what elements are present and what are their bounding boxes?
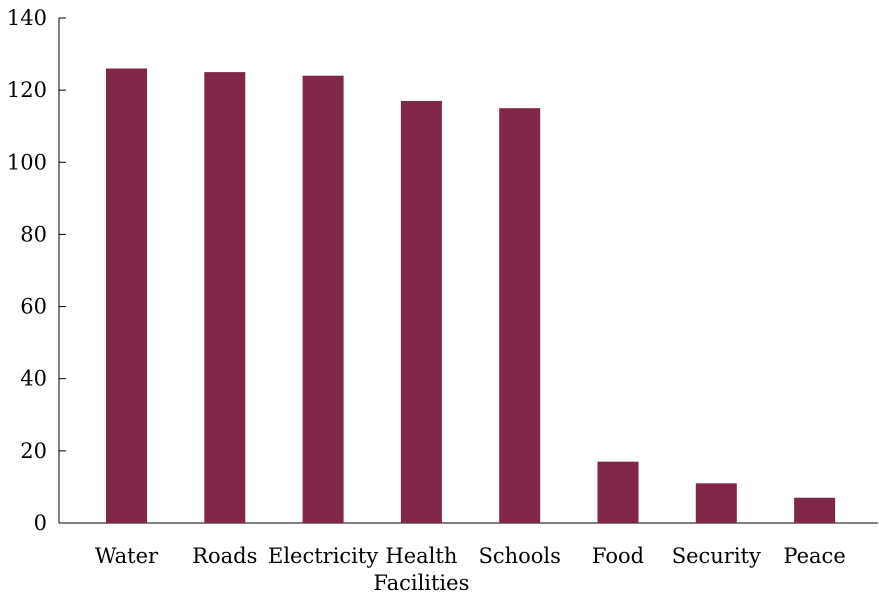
x-tick-label-line: Peace <box>783 544 845 568</box>
x-tick-label: Schools <box>478 544 560 568</box>
y-tick-label: 0 <box>34 511 47 535</box>
x-tick-label: Food <box>592 544 644 568</box>
x-tick-label-line: Health <box>385 544 457 568</box>
x-tick-label: Security <box>672 544 761 568</box>
x-tick-label-line: Food <box>592 544 644 568</box>
bar <box>794 497 836 523</box>
bar <box>204 72 246 523</box>
y-tick-label: 140 <box>7 6 47 30</box>
y-tick-label: 60 <box>20 295 47 319</box>
x-tick-label-line: Roads <box>192 544 257 568</box>
bar <box>302 75 344 523</box>
bar <box>400 100 442 523</box>
y-tick-label: 120 <box>7 78 47 102</box>
x-tick-label: Health Facilities <box>373 544 469 595</box>
bar <box>597 461 639 523</box>
y-tick-label: 40 <box>20 367 47 391</box>
x-tick-label: Peace <box>783 544 845 568</box>
bar <box>106 68 147 523</box>
x-tick-label: Electricity <box>268 544 378 568</box>
x-tick-label-line: Water <box>95 544 159 568</box>
y-tick-label: 20 <box>20 439 47 463</box>
x-tick-label-line: Facilities <box>373 571 469 595</box>
bars-group <box>106 68 836 523</box>
bar <box>499 108 541 523</box>
x-tick-label-line: Schools <box>478 544 560 568</box>
y-tick-label: 100 <box>7 150 47 174</box>
x-tick-label-line: Security <box>672 544 761 568</box>
x-tick-label: Water <box>95 544 159 568</box>
x-tick-label: Roads <box>192 544 257 568</box>
x-tick-label-line: Electricity <box>268 544 378 568</box>
y-tick-label: 80 <box>20 222 47 246</box>
bar <box>695 483 737 523</box>
x-axis: Water Roads Electricity Health Facilities Sch… <box>59 516 878 595</box>
y-axis: 0 20 40 60 80 100 120 140 <box>7 6 66 535</box>
